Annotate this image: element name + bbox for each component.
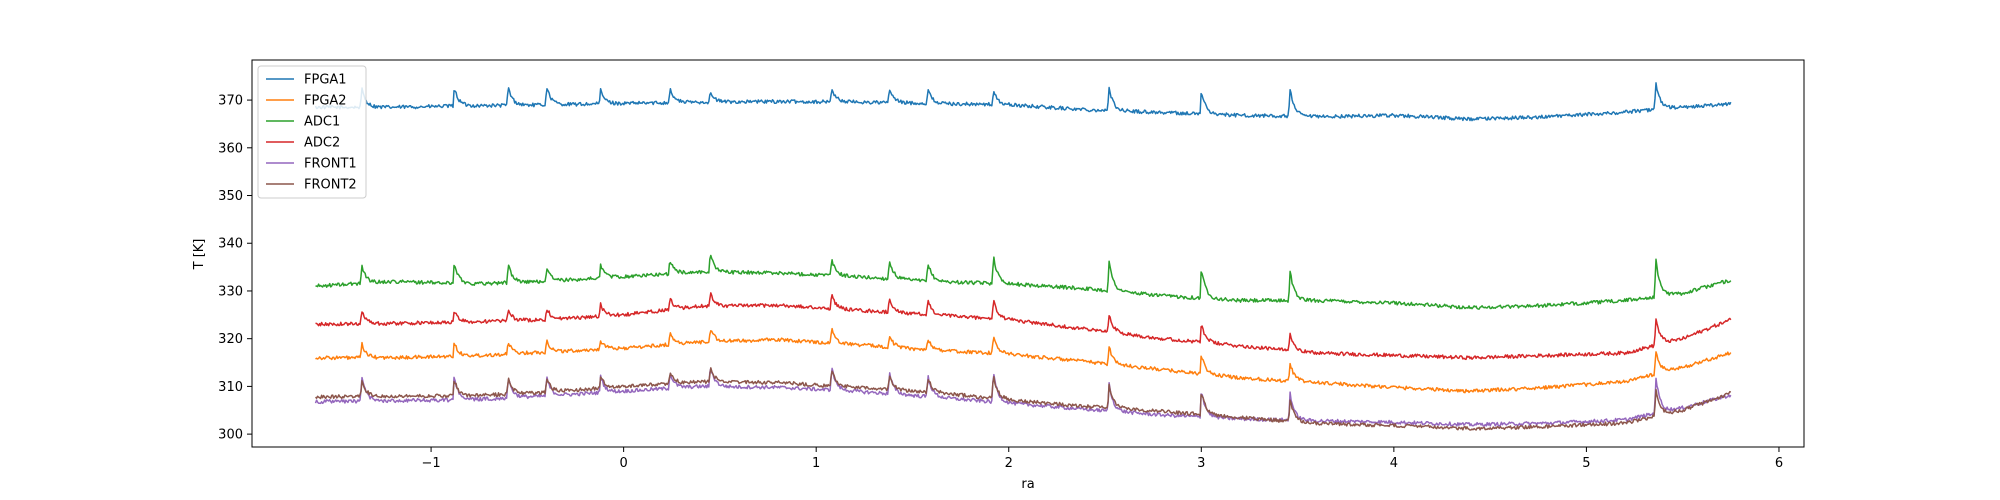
legend-label: ADC2 xyxy=(304,136,340,151)
x-tick-label: −1 xyxy=(421,456,440,471)
series-line-adc2 xyxy=(315,292,1732,361)
x-tick-label: 5 xyxy=(1582,456,1590,471)
plot-lines xyxy=(314,82,1732,431)
series-line-fpga2 xyxy=(315,327,1732,394)
y-tick-label: 350 xyxy=(218,189,243,204)
x-axis-ticks: −1 0 1 2 3 4 5 6 xyxy=(421,447,1783,471)
x-tick-label: 0 xyxy=(619,456,627,471)
x-tick-label: 6 xyxy=(1775,456,1783,471)
legend-frame xyxy=(257,65,367,199)
series-line-front2 xyxy=(314,367,1732,431)
plot-frame xyxy=(251,59,1805,448)
y-axis-ticks: 300 310 320 330 340 350 360 370 xyxy=(218,94,252,443)
x-tick-label: 3 xyxy=(1197,456,1205,471)
x-tick-label: 2 xyxy=(1005,456,1013,471)
legend: FPGA1 FPGA2 ADC1 ADC2 FRONT1 FRONT2 xyxy=(257,65,367,199)
y-tick-label: 330 xyxy=(218,284,243,299)
x-tick-label: 4 xyxy=(1390,456,1398,471)
y-tick-label: 300 xyxy=(218,428,243,443)
y-tick-label: 360 xyxy=(218,141,243,156)
series-line-adc1 xyxy=(315,254,1732,310)
legend-label: FRONT1 xyxy=(304,157,357,172)
legend-label: FPGA1 xyxy=(304,73,347,88)
x-tick-label: 1 xyxy=(812,456,820,471)
y-tick-label: 310 xyxy=(218,380,243,395)
y-axis-title: T [K] xyxy=(192,239,207,271)
series-line-fpga1 xyxy=(314,82,1732,122)
y-tick-label: 370 xyxy=(218,94,243,109)
y-tick-label: 340 xyxy=(218,237,243,252)
legend-label: ADC1 xyxy=(304,115,340,130)
legend-label: FRONT2 xyxy=(304,178,357,193)
legend-label: FPGA2 xyxy=(304,94,347,109)
y-tick-label: 320 xyxy=(218,332,243,347)
x-axis-title: ra xyxy=(1021,477,1034,492)
